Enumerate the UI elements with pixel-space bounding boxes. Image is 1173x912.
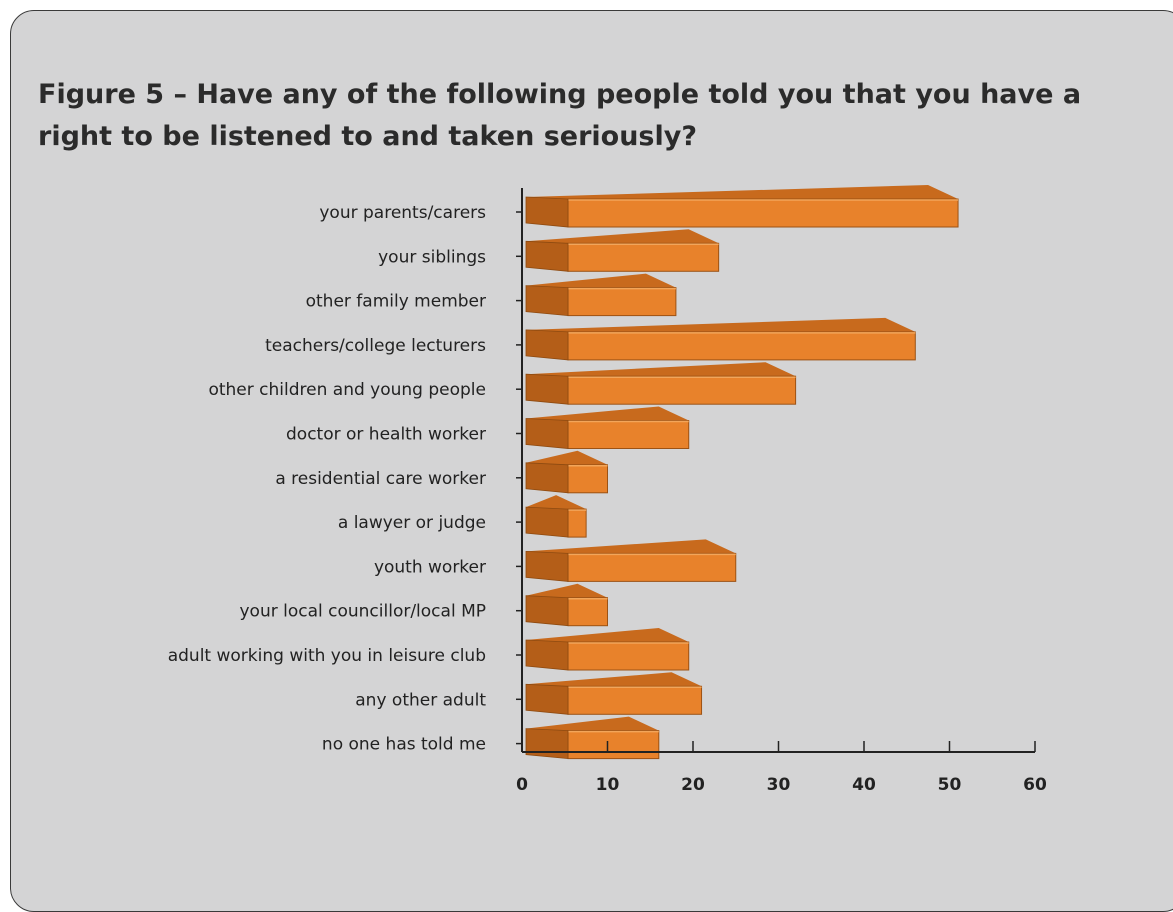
- category-label: your local councillor/local MP: [239, 602, 486, 622]
- x-tick-label: 30: [767, 775, 791, 795]
- bar-top-face: [526, 628, 689, 642]
- category-label: any other adult: [355, 690, 486, 710]
- bar: [567, 198, 959, 228]
- bar-side-face: [525, 683, 569, 715]
- x-tick-label: 40: [852, 775, 876, 795]
- bar-side-face: [525, 196, 569, 228]
- bar: [567, 331, 916, 361]
- bar: [567, 641, 690, 671]
- category-label: a residential care worker: [275, 469, 486, 489]
- x-tick-label: 10: [596, 775, 620, 795]
- bar-top-face: [526, 539, 736, 554]
- bar-top-face: [526, 273, 676, 288]
- bar: [567, 685, 703, 715]
- category-label: teachers/college lecturers: [265, 336, 486, 356]
- bar-top-face: [526, 229, 719, 244]
- bar-side-face: [525, 373, 569, 405]
- x-tick-label: 50: [938, 775, 962, 795]
- category-label: no one has told me: [322, 735, 486, 755]
- category-label: adult working with you in leisure club: [168, 646, 486, 666]
- bar-side-face: [525, 329, 569, 361]
- bar-side-face: [525, 595, 569, 627]
- category-label: doctor or health worker: [286, 425, 486, 445]
- bar-side-face: [525, 462, 569, 494]
- bar-top-face: [526, 185, 959, 199]
- x-tick-label: 20: [681, 775, 705, 795]
- bar: [567, 597, 608, 627]
- bar: [567, 420, 690, 449]
- bar-top-face: [526, 317, 916, 332]
- chart-title: Figure 5 – Have any of the following peo…: [38, 79, 1082, 152]
- bar-top-face: [526, 450, 608, 465]
- bar: [567, 552, 737, 582]
- bar-top-face: [526, 716, 659, 731]
- bar-top-face: [526, 406, 689, 421]
- bar-side-face: [525, 639, 569, 671]
- category-label: a lawyer or judge: [338, 513, 486, 533]
- bar: [567, 375, 797, 405]
- x-tick-label: 0: [516, 775, 528, 795]
- bar: [567, 464, 608, 494]
- bar-top-face: [526, 362, 796, 377]
- bar: [567, 508, 587, 538]
- bar-side-face: [525, 550, 569, 582]
- category-label: your siblings: [378, 247, 486, 267]
- bar-side-face: [525, 506, 569, 538]
- category-label: other children and young people: [208, 380, 486, 400]
- bar-side-face: [525, 240, 569, 272]
- bar-top-face: [526, 672, 702, 687]
- category-label: other family member: [306, 292, 486, 312]
- bar-side-face: [525, 418, 569, 449]
- bar-side-face: [525, 285, 569, 317]
- bar-side-face: [525, 728, 569, 760]
- bar: [567, 242, 720, 272]
- bar-top-face: [526, 495, 587, 510]
- category-label: youth worker: [374, 557, 486, 577]
- bar: [567, 287, 677, 317]
- x-tick-label: 60: [1023, 775, 1047, 795]
- bar: [567, 730, 660, 760]
- bar-top-face: [526, 583, 608, 598]
- category-label: your parents/carers: [319, 203, 486, 223]
